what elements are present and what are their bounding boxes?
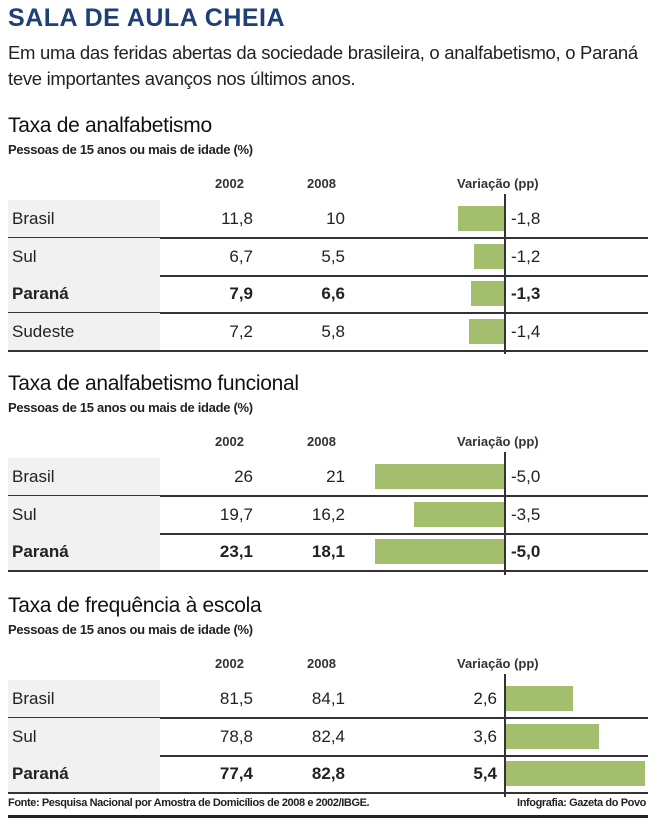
- row-label: Brasil: [8, 458, 160, 495]
- variation-bar: [468, 318, 505, 344]
- table-row: Brasil 26 21 -5,0: [8, 458, 648, 497]
- variation-bar: [505, 761, 646, 786]
- variation-label: 3,6: [473, 726, 497, 746]
- section-title: Taxa de frequência à escola: [8, 594, 262, 617]
- section-title: Taxa de analfabetismo: [8, 114, 212, 137]
- variation-label: 5,4: [473, 764, 497, 783]
- variation-bar: [458, 206, 505, 231]
- table-row: Sudeste 7,2 5,8 -1,4: [8, 312, 648, 352]
- value-2002: 78,8: [219, 726, 253, 746]
- value-2008: 82,4: [311, 726, 345, 746]
- column-header-2008: 2008: [307, 434, 336, 449]
- row-label: Paraná: [8, 755, 160, 792]
- bottom-rule: [8, 815, 648, 818]
- value-2008: 10: [326, 209, 345, 228]
- value-2002: 23,1: [219, 542, 253, 561]
- zero-axis: [504, 452, 506, 575]
- variation-bar: [471, 281, 505, 306]
- row-label: Brasil: [8, 680, 160, 717]
- value-2002: 7,2: [229, 321, 253, 341]
- row-label: Sul: [8, 717, 160, 755]
- value-2002: 81,5: [219, 689, 253, 708]
- column-header-variation: Variação (pp): [457, 434, 539, 449]
- credit-note: Infografia: Gazeta do Povo: [517, 797, 646, 809]
- value-2008: 5,5: [321, 246, 345, 266]
- infographic-title: SALA DE AULA CHEIA: [8, 4, 286, 32]
- value-2008: 18,1: [311, 542, 345, 561]
- column-header-2002: 2002: [215, 176, 244, 191]
- variation-bar: [375, 539, 505, 564]
- value-2002: 77,4: [219, 764, 253, 783]
- variation-bar: [505, 723, 599, 749]
- table-row: Paraná 7,9 6,6 -1,3: [8, 275, 648, 314]
- column-header-variation: Variação (pp): [457, 656, 539, 671]
- variation-bar: [473, 243, 505, 269]
- row-label: Paraná: [8, 275, 160, 312]
- variation-label: -5,0: [511, 542, 541, 561]
- table-row: Paraná 77,4 82,8 5,4: [8, 755, 648, 794]
- variation-label: -1,2: [511, 246, 541, 266]
- variation-bar: [375, 464, 505, 489]
- value-2008: 6,6: [321, 284, 345, 303]
- value-2008: 84,1: [311, 689, 345, 708]
- column-header-2008: 2008: [307, 656, 336, 671]
- intro-text: Em uma das feridas abertas da sociedade …: [8, 42, 638, 89]
- value-2002: 7,9: [229, 284, 253, 303]
- source-note: Fonte: Pesquisa Nacional por Amostra de …: [8, 797, 370, 809]
- column-header-2002: 2002: [215, 434, 244, 449]
- row-label: Paraná: [8, 533, 160, 570]
- zero-axis: [504, 674, 506, 797]
- value-2002: 6,7: [229, 246, 253, 266]
- variation-label: -1,4: [511, 321, 541, 341]
- value-2002: 19,7: [219, 504, 253, 524]
- column-header-2008: 2008: [307, 176, 336, 191]
- value-2002: 26: [234, 467, 253, 486]
- column-header-variation: Variação (pp): [457, 176, 539, 191]
- value-2002: 11,8: [221, 209, 253, 228]
- table-row: Sul 6,7 5,5 -1,2: [8, 237, 648, 277]
- row-label: Brasil: [8, 200, 160, 237]
- section-title: Taxa de analfabetismo funcional: [8, 372, 299, 395]
- table-row: Sul 19,7 16,2 -3,5: [8, 495, 648, 535]
- variation-label: -3,5: [511, 504, 541, 524]
- section-subtitle: Pessoas de 15 anos ou mais de idade (%): [8, 622, 253, 637]
- variation-label: -5,0: [511, 467, 541, 486]
- column-header-2002: 2002: [215, 656, 244, 671]
- value-2008: 5,8: [321, 321, 345, 341]
- variation-label: -1,3: [511, 284, 541, 303]
- value-2008: 82,8: [311, 764, 345, 783]
- table-row: Brasil 81,5 84,1 2,6: [8, 680, 648, 719]
- variation-label: 2,6: [473, 689, 497, 708]
- row-label: Sul: [8, 237, 160, 275]
- variation-label: -1,8: [511, 209, 541, 228]
- table-row: Paraná 23,1 18,1 -5,0: [8, 533, 648, 572]
- variation-bar: [505, 686, 573, 711]
- section-subtitle: Pessoas de 15 anos ou mais de idade (%): [8, 142, 253, 157]
- table-row: Brasil 11,8 10 -1,8: [8, 200, 648, 239]
- variation-bar: [414, 501, 505, 527]
- value-2008: 21: [326, 467, 345, 486]
- section-subtitle: Pessoas de 15 anos ou mais de idade (%): [8, 400, 253, 415]
- table-row: Sul 78,8 82,4 3,6: [8, 717, 648, 757]
- zero-axis: [504, 194, 506, 354]
- row-label: Sul: [8, 495, 160, 533]
- row-label: Sudeste: [8, 312, 160, 350]
- value-2008: 16,2: [311, 504, 345, 524]
